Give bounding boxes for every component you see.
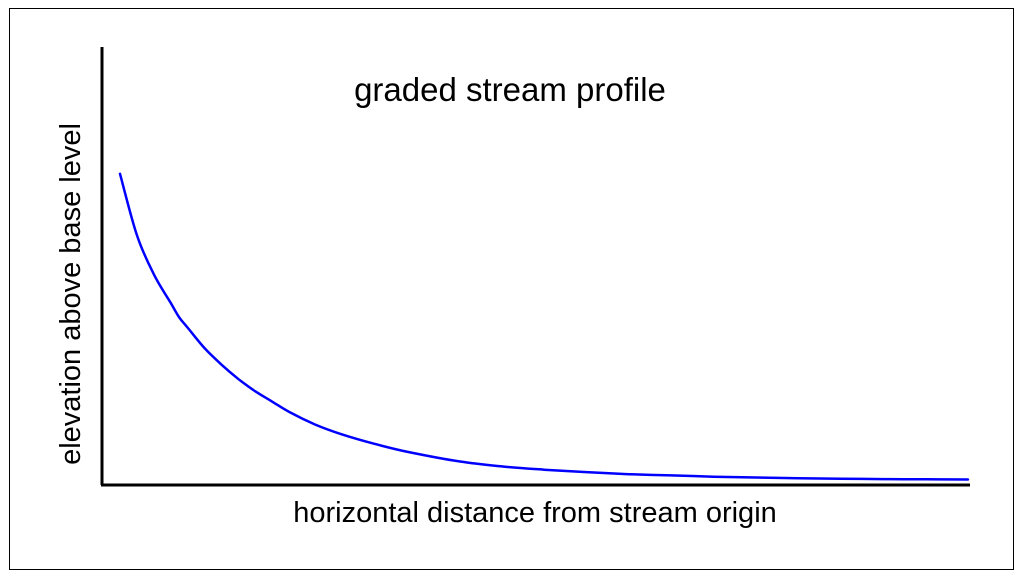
- chart-title: graded stream profile: [354, 71, 666, 108]
- x-axis-label: horizontal distance from stream origin: [293, 497, 777, 529]
- chart-svg: graded stream profile horizontal distanc…: [55, 47, 970, 529]
- chart-frame: graded stream profile horizontal distanc…: [9, 8, 1014, 570]
- stream-profile-line: [118, 172, 970, 481]
- y-axis-label: elevation above base level: [55, 123, 87, 465]
